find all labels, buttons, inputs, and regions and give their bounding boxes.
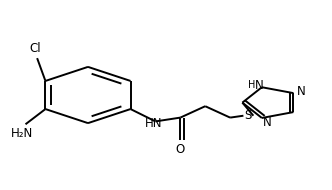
Text: H: H — [248, 80, 256, 90]
Text: N: N — [263, 116, 271, 129]
Text: H₂N: H₂N — [10, 127, 33, 140]
Text: S: S — [245, 109, 252, 122]
Text: N: N — [297, 85, 306, 98]
Text: N: N — [255, 79, 263, 92]
Text: O: O — [176, 143, 185, 156]
Text: HN: HN — [145, 117, 162, 130]
Text: Cl: Cl — [29, 42, 41, 55]
